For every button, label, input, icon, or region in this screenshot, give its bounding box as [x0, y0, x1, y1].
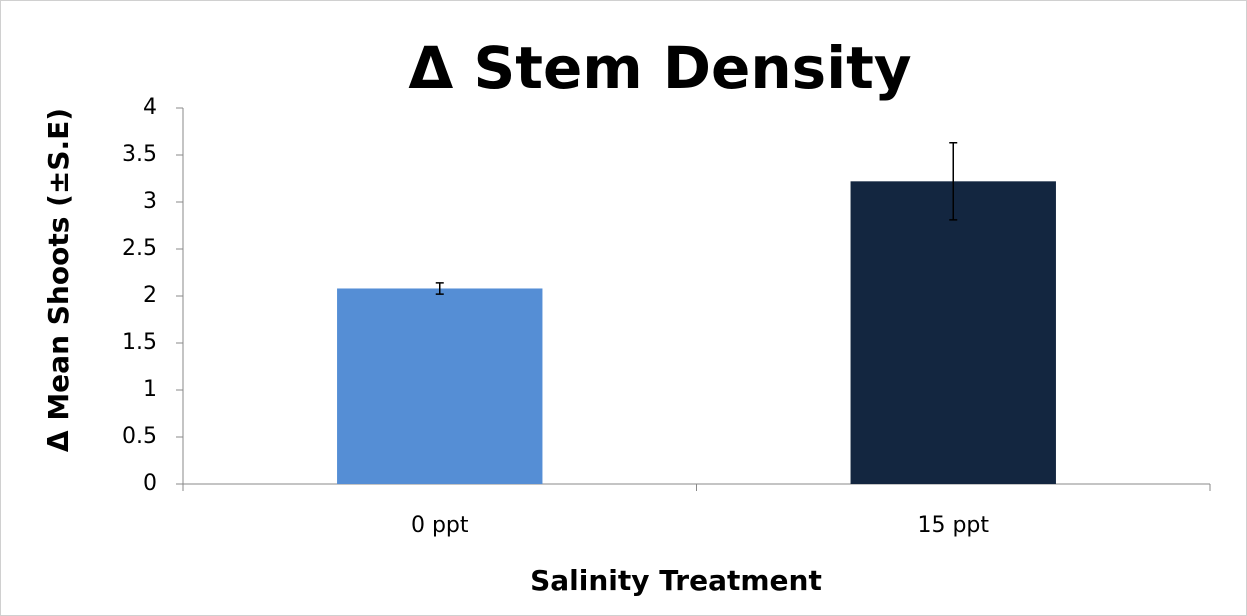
y-tick-label: 1.5: [122, 330, 157, 355]
y-tick-label: 1: [143, 377, 157, 402]
x-axis-title: Salinity Treatment: [530, 564, 822, 597]
y-axis-title: Δ Mean Shoots (±S.E): [42, 108, 75, 452]
x-tick-label: 15 ppt: [917, 513, 989, 538]
y-tick-label: 3: [143, 189, 157, 214]
error-bar: [949, 142, 958, 221]
x-tick-label: 0 ppt: [411, 513, 469, 538]
bar: [337, 288, 543, 484]
y-tick-label: 2: [143, 283, 157, 308]
y-tick-label: 0.5: [122, 424, 157, 449]
bar: [850, 181, 1056, 484]
y-tick-label: 4: [143, 95, 157, 120]
chart-title: Δ Stem Density: [408, 34, 911, 102]
error-bar: [435, 282, 444, 295]
y-tick-label: 3.5: [122, 142, 157, 167]
y-tick-label: 0: [143, 471, 157, 496]
y-tick-label: 2.5: [122, 236, 157, 261]
